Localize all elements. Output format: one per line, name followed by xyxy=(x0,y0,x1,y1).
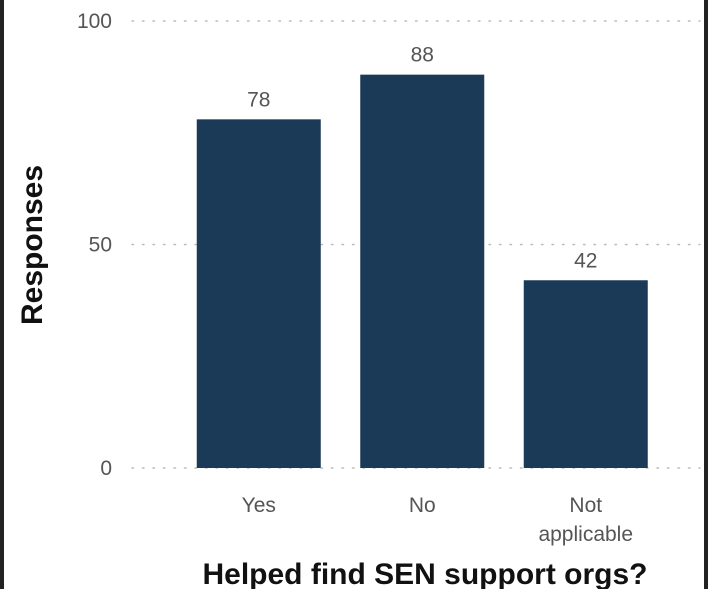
bar xyxy=(523,280,648,468)
y-tick-label: 100 xyxy=(77,10,112,33)
right-frame-border xyxy=(704,0,708,589)
data-label: 78 xyxy=(247,88,270,111)
y-tick-labels: 0 50 100 xyxy=(77,10,112,480)
bars xyxy=(196,74,648,468)
category-label: Not xyxy=(569,494,602,517)
bar xyxy=(360,74,485,468)
category-label: No xyxy=(409,494,436,517)
category-labels: Yes No Not applicable xyxy=(242,494,633,546)
y-tick-label: 50 xyxy=(89,234,112,257)
bar xyxy=(196,119,321,468)
category-label: applicable xyxy=(538,523,633,546)
y-axis-title: Responses xyxy=(16,165,49,325)
data-label: 88 xyxy=(411,44,434,67)
data-labels: 78 88 42 xyxy=(247,44,597,273)
data-label: 42 xyxy=(574,249,597,272)
left-frame-border xyxy=(0,0,4,589)
x-axis-title: Helped find SEN support orgs? xyxy=(202,558,647,589)
y-tick-label: 0 xyxy=(100,457,112,480)
category-label: Yes xyxy=(242,494,276,517)
